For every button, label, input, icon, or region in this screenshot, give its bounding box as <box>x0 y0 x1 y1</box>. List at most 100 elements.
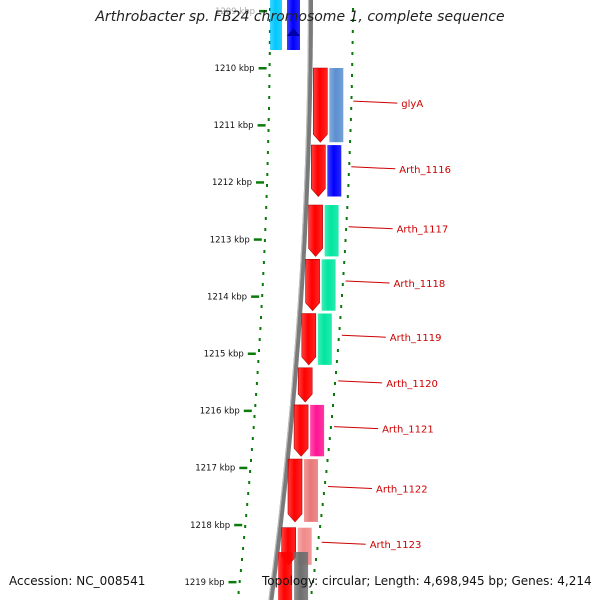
track-dot <box>319 525 322 528</box>
scale-tick <box>258 67 267 70</box>
scale-dot <box>256 371 259 374</box>
scale-dot <box>255 382 258 385</box>
track-dot <box>349 118 352 121</box>
scale-dot <box>266 184 268 187</box>
track-dot <box>329 426 332 429</box>
scale-tick <box>243 409 252 413</box>
scale-tick-label: 1214 kbp <box>207 292 247 302</box>
track-dot <box>351 74 353 77</box>
track-dot <box>351 63 354 66</box>
scale-dot <box>260 305 263 308</box>
cds-arrow <box>287 458 303 523</box>
gene-label-leader <box>321 541 366 545</box>
track-dot <box>343 250 346 253</box>
gene-label: Arth_1123 <box>370 540 422 551</box>
cog-block <box>324 205 339 257</box>
scale-dot <box>243 536 246 539</box>
track-dot <box>326 459 329 462</box>
partial-cog-block <box>294 552 309 600</box>
track-dot <box>348 162 351 165</box>
track-dot <box>351 41 354 44</box>
gene-label-leader <box>351 166 396 170</box>
gene-label: Arth_1120 <box>386 379 438 390</box>
scale-dot <box>268 30 271 33</box>
cog-block <box>317 313 332 365</box>
scale-dot <box>268 74 271 77</box>
track-dot <box>317 536 320 539</box>
scale-dot <box>246 503 249 506</box>
track-dot <box>350 107 353 110</box>
scale-dot <box>264 217 267 220</box>
track-dot <box>316 547 319 550</box>
scale-dot <box>260 316 262 319</box>
scale-dot <box>241 558 243 561</box>
map-title: Arthrobacter sp. FB24 chromosome 1, comp… <box>95 9 505 25</box>
gene-label-leader <box>334 426 379 430</box>
gene-label: Arth_1117 <box>397 225 449 236</box>
scale-dot <box>238 580 241 583</box>
scale-tick-label: 1215 kbp <box>204 350 244 360</box>
scale-tick-label: 1211 kbp <box>214 121 254 131</box>
track-dot <box>325 470 328 473</box>
scale-tick-label: 1217 kbp <box>195 464 235 474</box>
track-dot <box>327 448 330 451</box>
scale-tick-label: 1213 kbp <box>210 235 250 245</box>
scale-dot <box>263 250 266 253</box>
track-dot <box>321 503 324 506</box>
scale-dot <box>245 514 248 517</box>
scale-tick <box>228 580 237 584</box>
track-dot <box>345 228 348 231</box>
partial-cds-arrow <box>278 552 293 600</box>
track-dot <box>336 349 339 352</box>
scale-dot <box>268 96 271 99</box>
scale-tick <box>257 124 266 127</box>
scale-dot <box>258 349 260 352</box>
gene-label: Arth_1122 <box>376 485 428 496</box>
scale-dot <box>244 525 247 528</box>
gene-label-leader <box>327 486 373 489</box>
track-dot <box>335 360 338 363</box>
gene-label: Arth_1119 <box>390 333 442 344</box>
track-dot <box>350 85 353 88</box>
scale-dot <box>249 470 252 473</box>
track-dot <box>324 481 327 484</box>
scale-dot <box>250 448 253 451</box>
scale-dot <box>268 85 271 88</box>
scale-dot <box>265 206 268 209</box>
track-dot <box>343 261 346 264</box>
track-dot <box>351 52 354 55</box>
scale-tick-label: 1216 kbp <box>200 407 240 417</box>
track-dot <box>346 206 349 209</box>
track-dot <box>341 283 344 286</box>
scale-dot <box>262 272 265 275</box>
gene-label: Arth_1118 <box>394 279 446 290</box>
scale-dot <box>268 63 271 66</box>
cds-arrow <box>293 404 309 457</box>
cds-arrow <box>305 258 320 312</box>
scale-tick-label: 1210 kbp <box>215 64 255 74</box>
track-dot <box>328 437 331 440</box>
scale-tick <box>247 352 256 355</box>
backbone-line <box>268 0 313 601</box>
scale-dot <box>257 360 260 363</box>
track-dot <box>312 580 315 583</box>
track-dot <box>345 217 348 220</box>
scale-dot <box>266 151 269 154</box>
track-dot <box>333 393 335 396</box>
track-dot <box>339 316 342 319</box>
cds-arrow <box>297 367 313 403</box>
gene-label-leader <box>338 380 383 384</box>
gene-label: glyA <box>401 99 423 110</box>
track-dot <box>338 327 341 330</box>
gene-label-leader <box>341 334 386 338</box>
track-dot <box>349 129 352 132</box>
track-dot <box>349 140 352 143</box>
partial-arrow-head <box>287 28 300 36</box>
scale-tick-label: 1219 kbp <box>184 578 224 588</box>
scale-dot <box>261 283 264 286</box>
track-dot <box>352 8 354 11</box>
scale-tick <box>251 295 260 298</box>
scale-dot <box>261 294 264 297</box>
